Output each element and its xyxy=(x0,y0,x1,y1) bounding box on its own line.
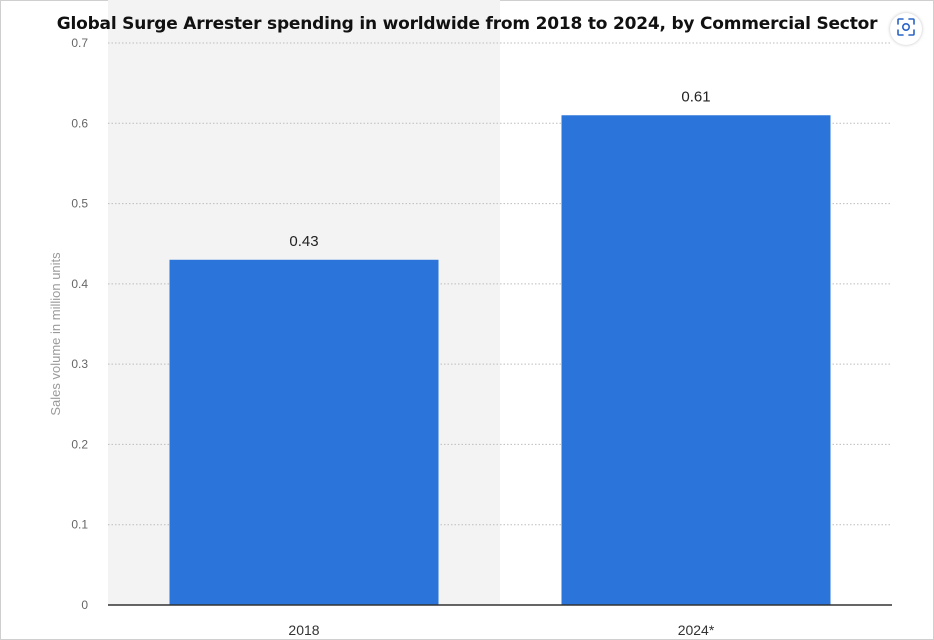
x-axis-ticks: 2018 2024* xyxy=(288,622,714,638)
data-label: 0.61 xyxy=(681,88,710,105)
y-tick-label: 0.1 xyxy=(71,518,88,532)
x-tick-label: 2018 xyxy=(288,622,319,638)
x-tick-label: 2024* xyxy=(678,622,715,638)
y-tick-label: 0.2 xyxy=(71,437,88,451)
y-tick-label: 0.6 xyxy=(71,116,88,130)
y-tick-label: 0 xyxy=(81,598,88,612)
bar[interactable] xyxy=(169,259,439,605)
bar[interactable] xyxy=(561,115,831,605)
chart-title: Global Surge Arrester spending in worldw… xyxy=(56,14,878,34)
data-label: 0.43 xyxy=(289,233,318,250)
bars: 0.43 0.61 xyxy=(169,88,831,605)
focus-scan-icon xyxy=(897,17,915,41)
y-tick-label: 0.7 xyxy=(71,36,88,50)
y-axis-ticks: 0 0.1 0.2 0.3 0.4 0.5 0.6 0.7 xyxy=(71,36,88,612)
y-tick-label: 0.3 xyxy=(71,357,88,371)
y-tick-label: 0.4 xyxy=(71,277,88,291)
y-axis-label: Sales volume in million units xyxy=(48,252,63,416)
zoom-button[interactable] xyxy=(890,13,922,45)
y-tick-label: 0.5 xyxy=(71,197,88,211)
